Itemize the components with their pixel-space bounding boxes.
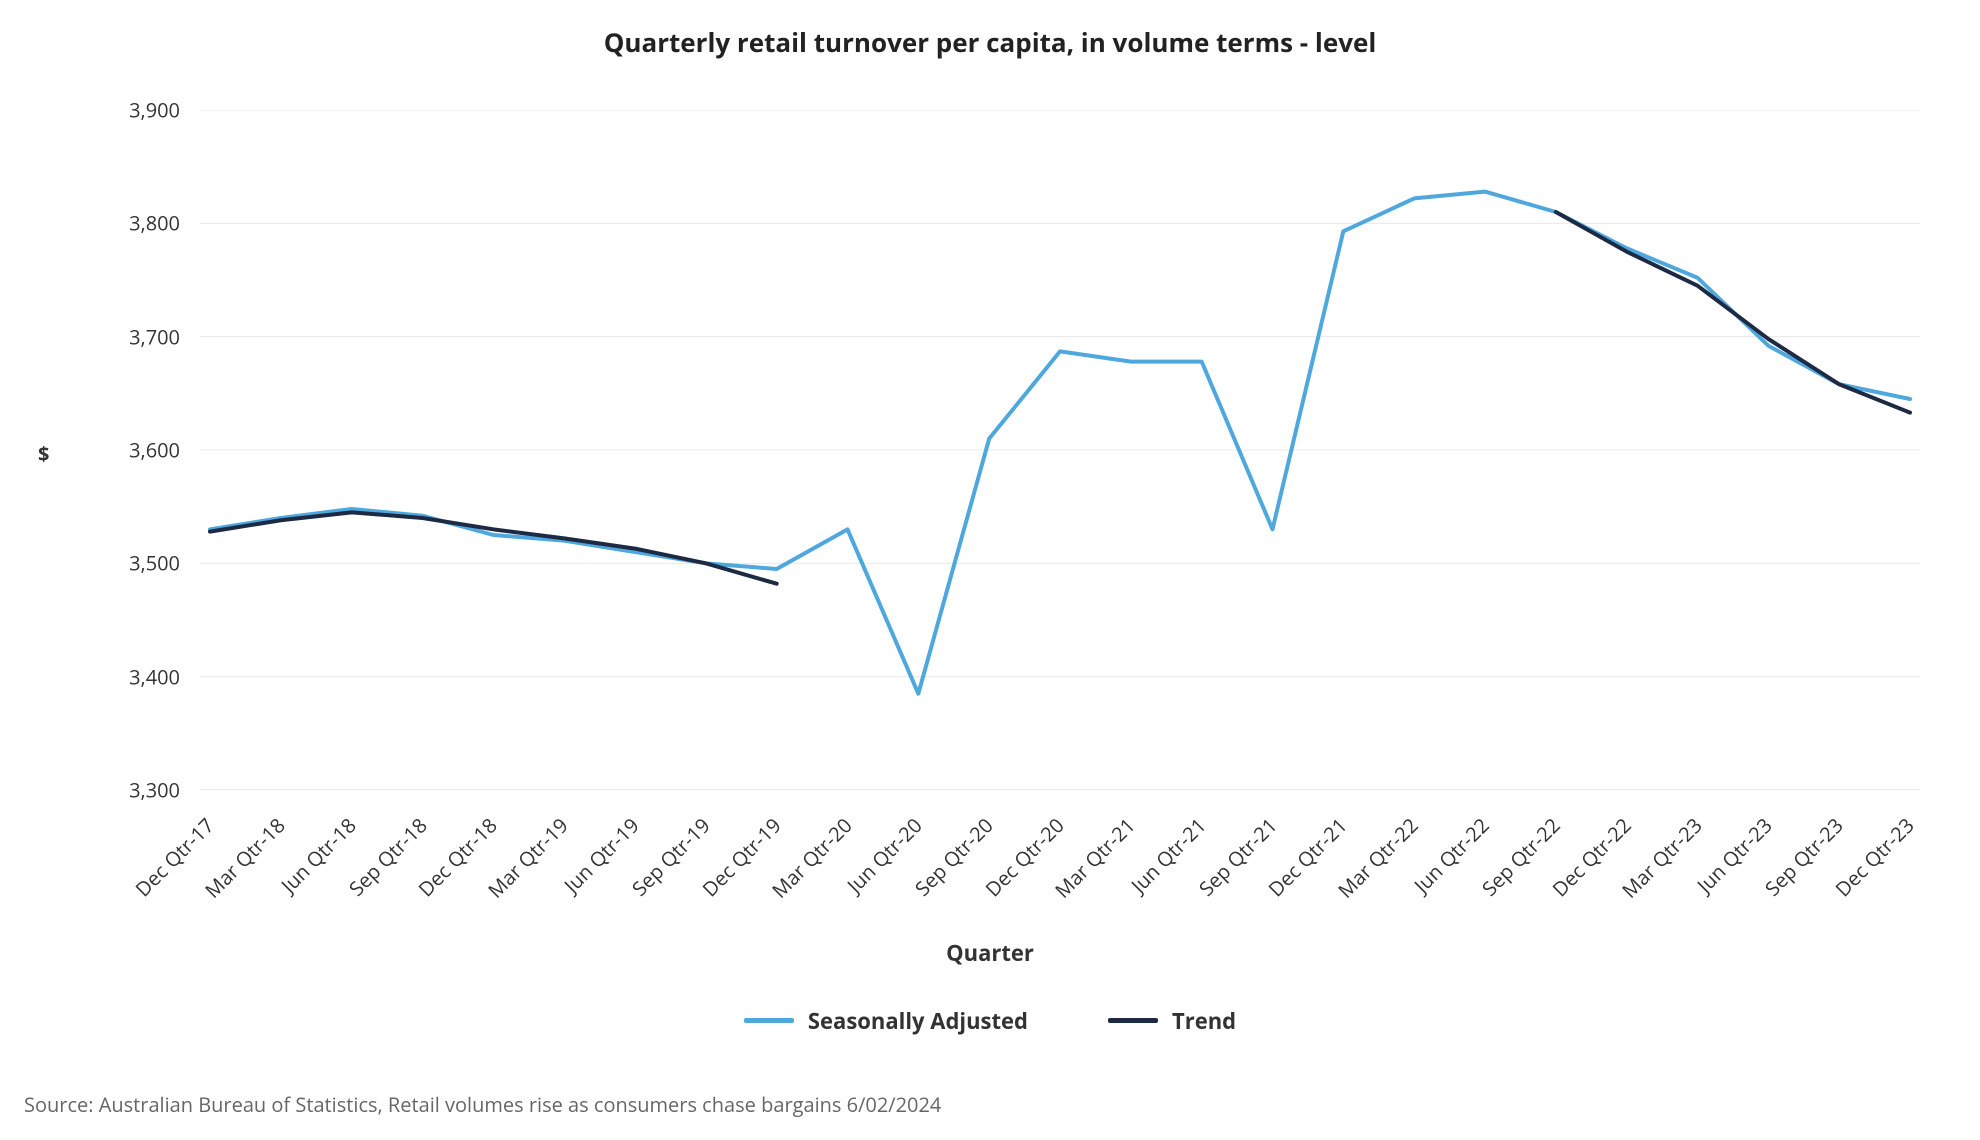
y-tick-label: 3,700 xyxy=(60,323,180,350)
x-axis-title: Quarter xyxy=(0,938,1980,968)
chart-container: Quarterly retail turnover per capita, in… xyxy=(0,0,1980,1140)
legend-swatch xyxy=(1108,1018,1158,1023)
legend: Seasonally Adjusted Trend xyxy=(0,1000,1980,1036)
y-tick-label: 3,400 xyxy=(60,663,180,690)
series-line xyxy=(210,512,777,583)
legend-item: Trend xyxy=(1108,1006,1236,1036)
series-line xyxy=(1556,212,1910,413)
y-tick-label: 3,500 xyxy=(60,550,180,577)
legend-item: Seasonally Adjusted xyxy=(744,1006,1028,1036)
y-tick-label: 3,900 xyxy=(60,97,180,124)
y-tick-label: 3,300 xyxy=(60,777,180,804)
source-attribution: Source: Australian Bureau of Statistics,… xyxy=(24,1091,941,1118)
y-tick-label: 3,800 xyxy=(60,210,180,237)
plot-area xyxy=(200,110,1920,790)
legend-label: Trend xyxy=(1172,1006,1236,1036)
legend-label: Seasonally Adjusted xyxy=(808,1006,1028,1036)
y-axis-title: $ xyxy=(38,440,49,467)
chart-title: Quarterly retail turnover per capita, in… xyxy=(0,24,1980,60)
y-tick-label: 3,600 xyxy=(60,437,180,464)
legend-swatch xyxy=(744,1018,794,1023)
